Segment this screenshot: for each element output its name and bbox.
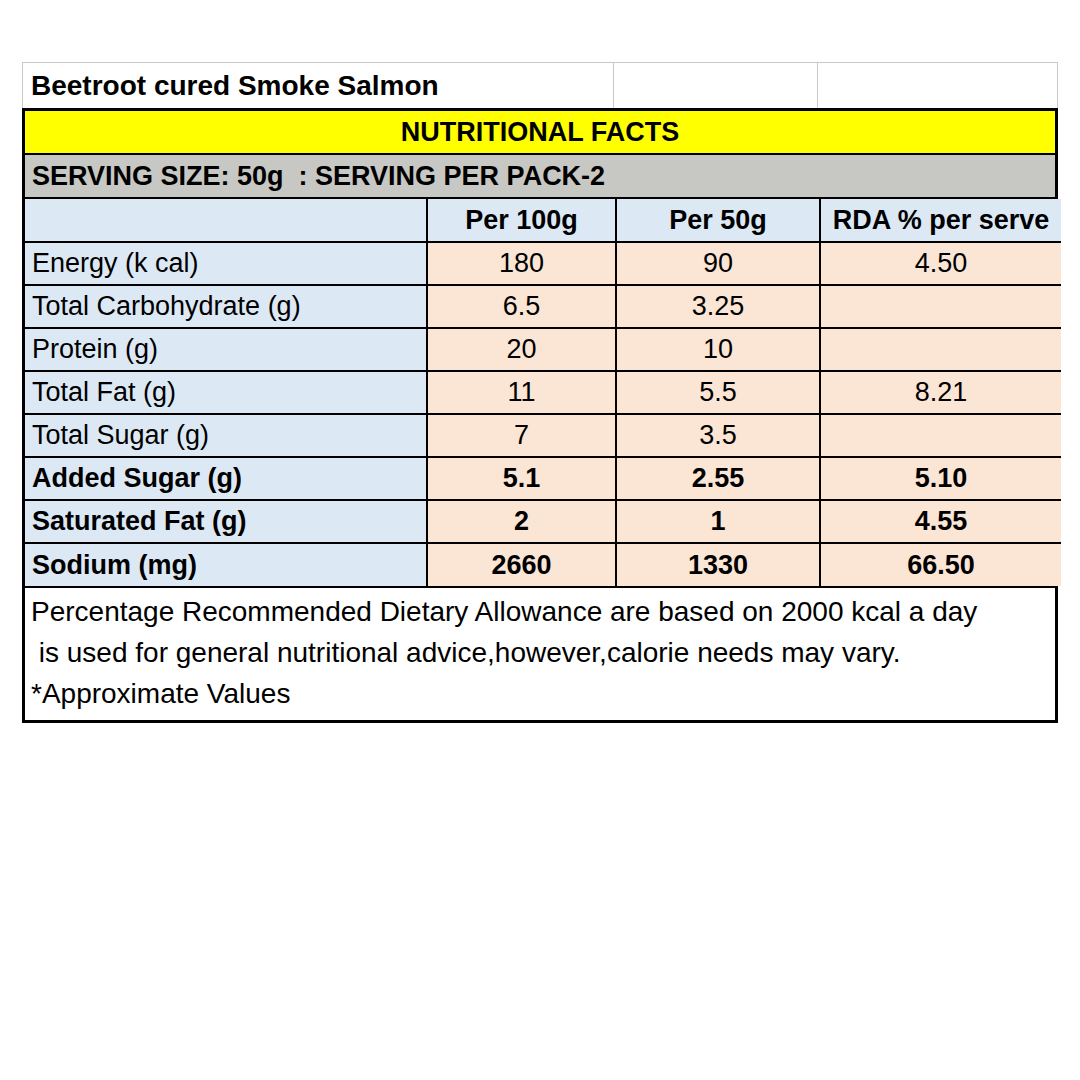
row-label: Saturated Fat (g) (25, 500, 427, 543)
row-label: Sodium (mg) (25, 543, 427, 586)
product-title-cell: Beetroot cured Smoke Salmon (22, 62, 613, 108)
nutrition-table-box: NUTRITIONAL FACTS SERVING SIZE: 50g : SE… (22, 108, 1058, 723)
value-per-100g: 20 (427, 328, 616, 371)
nutrition-table: Per 100g Per 50g RDA % per serve Energy … (25, 199, 1061, 586)
value-rda: 66.50 (820, 543, 1061, 586)
value-rda (820, 414, 1061, 457)
product-title: Beetroot cured Smoke Salmon (23, 70, 439, 102)
nutritional-facts-banner: NUTRITIONAL FACTS (25, 111, 1055, 155)
value-per-100g: 2 (427, 500, 616, 543)
row-label: Total Fat (g) (25, 371, 427, 414)
table-row-total-fat: Total Fat (g) 11 5.5 8.21 (25, 371, 1061, 414)
nutrition-facts-sheet: Beetroot cured Smoke Salmon NUTRITIONAL … (22, 62, 1058, 723)
serving-size-text: SERVING SIZE: 50g : SERVING PER PACK-2 (32, 161, 605, 192)
table-row-saturated-fat: Saturated Fat (g) 2 1 4.55 (25, 500, 1061, 543)
row-label: Protein (g) (25, 328, 427, 371)
value-per-50g: 1330 (616, 543, 820, 586)
value-rda (820, 285, 1061, 328)
header-per-100g: Per 100g (427, 199, 616, 242)
footnote-line-3: *Approximate Values (31, 673, 1049, 714)
value-rda: 5.10 (820, 457, 1061, 500)
value-per-50g: 2.55 (616, 457, 820, 500)
serving-size-banner: SERVING SIZE: 50g : SERVING PER PACK-2 (25, 155, 1055, 199)
nutritional-facts-title: NUTRITIONAL FACTS (401, 117, 680, 148)
table-row-total-sugar: Total Sugar (g) 7 3.5 (25, 414, 1061, 457)
value-per-100g: 7 (427, 414, 616, 457)
value-rda: 4.55 (820, 500, 1061, 543)
table-row-total-carbohydrate: Total Carbohydrate (g) 6.5 3.25 (25, 285, 1061, 328)
table-row-added-sugar: Added Sugar (g) 5.1 2.55 5.10 (25, 457, 1061, 500)
value-per-50g: 5.5 (616, 371, 820, 414)
row-label: Energy (k cal) (25, 242, 427, 285)
header-blank-cell (25, 199, 427, 242)
table-row-energy: Energy (k cal) 180 90 4.50 (25, 242, 1061, 285)
value-per-50g: 3.25 (616, 285, 820, 328)
value-per-100g: 180 (427, 242, 616, 285)
table-header-row: Per 100g Per 50g RDA % per serve (25, 199, 1061, 242)
value-rda: 4.50 (820, 242, 1061, 285)
row-label: Total Carbohydrate (g) (25, 285, 427, 328)
footnote-line-1: Percentage Recommended Dietary Allowance… (31, 591, 1049, 632)
value-per-50g: 3.5 (616, 414, 820, 457)
title-row-empty-cell-2 (817, 62, 1058, 108)
title-row: Beetroot cured Smoke Salmon (22, 62, 1058, 108)
value-rda (820, 328, 1061, 371)
footnote-block: Percentage Recommended Dietary Allowance… (25, 586, 1055, 720)
header-per-50g: Per 50g (616, 199, 820, 242)
value-per-50g: 90 (616, 242, 820, 285)
value-per-100g: 6.5 (427, 285, 616, 328)
value-per-50g: 10 (616, 328, 820, 371)
table-row-protein: Protein (g) 20 10 (25, 328, 1061, 371)
header-rda-per-serve: RDA % per serve (820, 199, 1061, 242)
value-per-50g: 1 (616, 500, 820, 543)
value-per-100g: 5.1 (427, 457, 616, 500)
value-per-100g: 2660 (427, 543, 616, 586)
table-row-sodium: Sodium (mg) 2660 1330 66.50 (25, 543, 1061, 586)
title-row-empty-cell-1 (613, 62, 817, 108)
row-label: Total Sugar (g) (25, 414, 427, 457)
row-label: Added Sugar (g) (25, 457, 427, 500)
footnote-line-2: is used for general nutritional advice,h… (31, 632, 1049, 673)
value-per-100g: 11 (427, 371, 616, 414)
value-rda: 8.21 (820, 371, 1061, 414)
